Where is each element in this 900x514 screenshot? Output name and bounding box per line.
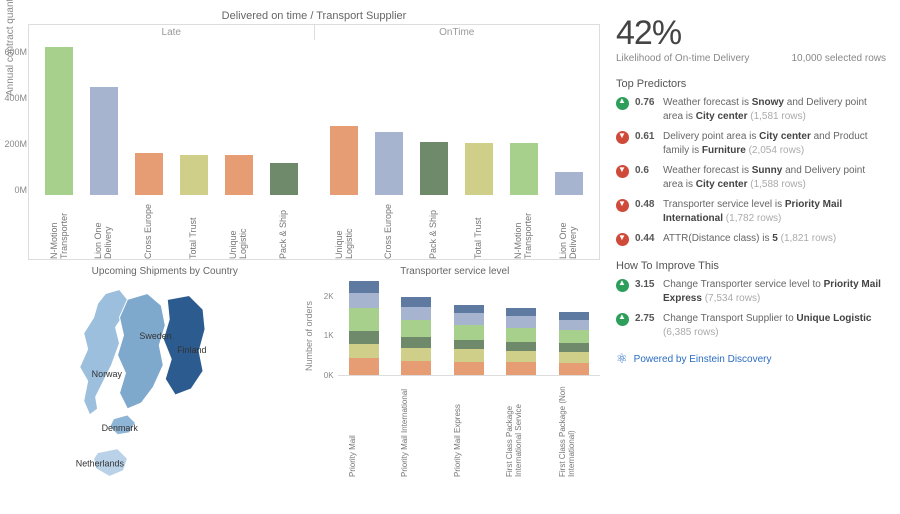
map-country-sweden[interactable] [118, 293, 166, 408]
bar-pack-ship[interactable] [266, 163, 302, 195]
y-ticks: 0M200M400M600M [0, 40, 27, 190]
map-label-sweden: Sweden [139, 331, 171, 341]
predictor-row[interactable]: 0.76Weather forecast is Snowy and Delive… [616, 96, 886, 123]
bar-lion-one-delivery[interactable] [86, 87, 122, 195]
up-arrow-icon [616, 279, 629, 292]
predictor-row[interactable]: 0.61Delivery point area is City center a… [616, 130, 886, 157]
rows-caption: 10,000 selected rows [791, 53, 886, 64]
top-chart-title: Delivered on time / Transport Supplier [28, 10, 600, 22]
top-predictors-list: 0.76Weather forecast is Snowy and Delive… [616, 96, 886, 246]
predictor-row[interactable]: 0.48Transporter service level is Priorit… [616, 198, 886, 225]
stacked-bar[interactable] [506, 308, 536, 375]
stacked-bar[interactable] [349, 281, 379, 375]
down-arrow-icon [616, 131, 629, 144]
bar-pack-ship[interactable] [416, 142, 452, 195]
top-predictors-header: Top Predictors [616, 78, 886, 90]
up-arrow-icon [616, 97, 629, 110]
bar-total-trust[interactable] [176, 155, 212, 195]
service-labels: Priority MailPriority Mail International… [338, 382, 600, 477]
likelihood-pct: 42% [616, 14, 886, 53]
map-label-netherlands: Netherlands [76, 459, 125, 469]
service-title: Transporter service level [310, 266, 600, 277]
predictor-row[interactable]: 0.6Weather forecast is Sunny and Deliver… [616, 164, 886, 191]
map-label-norway: Norway [92, 369, 123, 379]
stacked-bar[interactable] [559, 312, 589, 375]
down-arrow-icon [616, 165, 629, 178]
down-arrow-icon [616, 233, 629, 246]
up-arrow-icon [616, 313, 629, 326]
bar-unique-logistic[interactable] [221, 155, 257, 195]
service-y-ticks: 0K1K2K [314, 281, 336, 376]
top-chart: Annual contract quantity 0M200M400M600M … [28, 40, 600, 260]
predictor-row[interactable]: 3.15Change Transporter service level to … [616, 278, 886, 305]
predictor-row[interactable]: 2.75Change Transport Supplier to Unique … [616, 312, 886, 339]
improve-header: How To Improve This [616, 260, 886, 272]
bar-lion-one-delivery[interactable] [551, 172, 587, 195]
service-y-label: Number of orders [304, 301, 314, 371]
likelihood-caption: Likelihood of On-time Delivery [616, 53, 749, 64]
powered-link[interactable]: Powered by Einstein Discovery [634, 354, 772, 365]
predictor-row[interactable]: 0.44ATTR(Distance class) is 5 (1,821 row… [616, 232, 886, 246]
bar-cross-europe[interactable] [371, 132, 407, 195]
bar-cross-europe[interactable] [131, 153, 167, 195]
down-arrow-icon [616, 199, 629, 212]
bar-n-motion-transporter[interactable] [41, 47, 77, 195]
facet-header-ontime: OnTime [315, 25, 600, 40]
facet-ontime: Unique LogisticCross EuropePack & ShipTo… [314, 40, 599, 259]
improve-list: 3.15Change Transporter service level to … [616, 278, 886, 339]
bar-unique-logistic[interactable] [326, 126, 362, 195]
facet-headers: Late OnTime [28, 24, 600, 40]
stacked-bar[interactable] [401, 297, 431, 375]
facet-late: N-Motion TransporterLion One DeliveryCro… [29, 40, 314, 259]
map-label-finland: Finland [177, 345, 206, 355]
map-label-denmark: Denmark [102, 423, 139, 433]
einstein-icon: ⚛ [616, 351, 628, 367]
bar-n-motion-transporter[interactable] [506, 143, 542, 195]
facet-header-late: Late [29, 25, 315, 40]
map-title: Upcoming Shipments by Country [28, 266, 302, 277]
service-plot [338, 281, 600, 376]
stacked-bar[interactable] [454, 305, 484, 375]
bar-total-trust[interactable] [461, 143, 497, 195]
map-svg: Sweden Finland Norway Denmark Netherland… [28, 281, 302, 491]
